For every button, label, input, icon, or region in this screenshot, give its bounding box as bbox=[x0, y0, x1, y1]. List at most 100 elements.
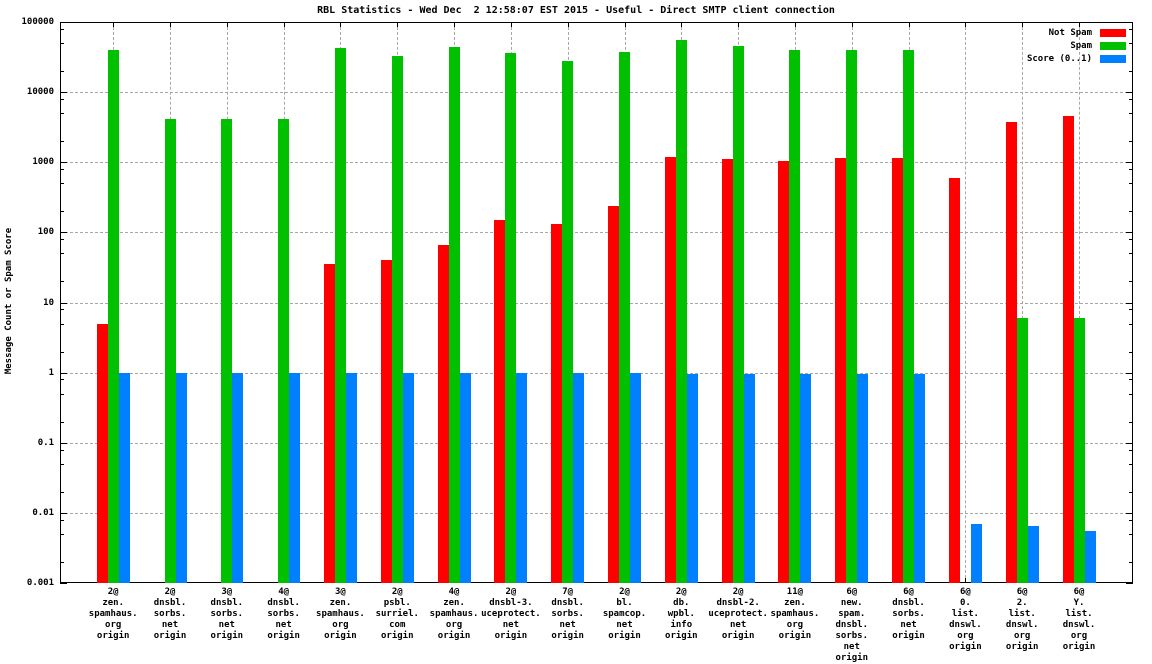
x-tick bbox=[397, 22, 399, 27]
legend-label-spam: Spam bbox=[1070, 41, 1092, 51]
bar-spam bbox=[675, 40, 687, 583]
y-tick-label: 100000 bbox=[21, 17, 54, 27]
h-gridline bbox=[60, 162, 1133, 164]
bar-score bbox=[232, 372, 244, 583]
x-tick bbox=[454, 22, 456, 27]
bar-score bbox=[516, 372, 528, 583]
y-minor-tick bbox=[1129, 43, 1133, 45]
x-tick bbox=[794, 22, 796, 27]
x-category-label: 2@ dnsbl. sorbs. net origin bbox=[153, 587, 187, 641]
bar-not-spam bbox=[494, 220, 506, 583]
x-tick bbox=[738, 22, 740, 27]
y-major-tick bbox=[1126, 232, 1133, 234]
x-tick bbox=[965, 22, 967, 27]
y-minor-tick bbox=[60, 561, 64, 563]
bar-score bbox=[970, 523, 982, 583]
y-minor-tick bbox=[60, 379, 64, 381]
y-minor-tick bbox=[1129, 449, 1133, 451]
bar-not-spam bbox=[1062, 115, 1074, 583]
y-minor-tick bbox=[60, 183, 64, 185]
y-minor-tick bbox=[1129, 533, 1133, 535]
rbl-statistics-chart: RBL Statistics - Wed Dec 2 12:58:07 EST … bbox=[0, 5, 1152, 663]
h-gridline bbox=[60, 302, 1133, 304]
x-category-label: 6@ Y. list. dnswl. org origin bbox=[1062, 587, 1096, 652]
h-gridline bbox=[60, 92, 1133, 94]
x-tick bbox=[113, 22, 115, 27]
v-gridline bbox=[1079, 22, 1080, 583]
y-minor-tick bbox=[1129, 113, 1133, 115]
bar-score bbox=[857, 374, 869, 583]
y-major-tick bbox=[60, 583, 67, 584]
v-gridline bbox=[1022, 22, 1024, 583]
bar-score bbox=[289, 372, 301, 583]
bar-not-spam bbox=[323, 264, 335, 583]
bar-score bbox=[686, 374, 698, 583]
x-tick bbox=[1079, 22, 1080, 27]
y-tick-label: 0.1 bbox=[37, 437, 54, 448]
y-minor-tick bbox=[60, 533, 64, 535]
legend-swatch-score bbox=[1100, 55, 1126, 63]
y-major-tick bbox=[60, 302, 67, 304]
y-minor-tick bbox=[60, 491, 64, 493]
x-tick bbox=[1022, 22, 1024, 27]
bar-score bbox=[345, 372, 357, 583]
bar-score bbox=[800, 374, 812, 583]
bar-not-spam bbox=[1005, 121, 1017, 583]
v-gridline bbox=[965, 22, 967, 583]
legend-swatch-not-spam bbox=[1100, 29, 1126, 37]
x-category-label: 11@ zen. spamhaus. org origin bbox=[770, 587, 820, 641]
bar-not-spam bbox=[892, 157, 904, 583]
y-major-tick bbox=[60, 162, 67, 164]
bar-score bbox=[573, 372, 585, 583]
y-major-tick bbox=[60, 232, 67, 234]
y-minor-tick bbox=[1129, 379, 1133, 381]
bar-not-spam bbox=[608, 205, 619, 583]
legend-item-score: Score (0..1) bbox=[0, 54, 1152, 64]
h-gridline bbox=[60, 232, 1133, 234]
x-category-label: 2@ dnsbl-3. uceprotect. net origin bbox=[481, 587, 541, 641]
bar-score bbox=[459, 372, 471, 583]
y-minor-tick bbox=[1129, 253, 1133, 255]
bar-not-spam bbox=[778, 160, 790, 583]
x-tick bbox=[226, 22, 228, 27]
y-minor-tick bbox=[60, 393, 64, 395]
y-minor-tick bbox=[60, 309, 64, 311]
y-minor-tick bbox=[60, 211, 64, 213]
y-major-tick bbox=[1126, 22, 1133, 23]
bar-spam bbox=[107, 49, 119, 583]
y-minor-tick bbox=[1129, 393, 1133, 395]
bar-not-spam bbox=[551, 224, 563, 583]
x-tick bbox=[681, 22, 683, 27]
bar-score bbox=[402, 372, 414, 583]
bar-spam bbox=[619, 52, 630, 583]
y-minor-tick bbox=[60, 98, 64, 100]
legend-item-not-spam: Not Spam bbox=[0, 28, 1152, 38]
x-category-label: 3@ dnsbl. sorbs. net origin bbox=[210, 587, 244, 641]
y-minor-tick bbox=[1129, 463, 1133, 465]
y-minor-tick bbox=[1129, 561, 1133, 563]
x-tick bbox=[283, 22, 285, 27]
y-tick-label: 1 bbox=[48, 367, 54, 378]
bar-not-spam bbox=[96, 323, 108, 583]
y-major-tick bbox=[1126, 583, 1133, 584]
bar-spam bbox=[448, 47, 460, 583]
x-tick bbox=[170, 22, 171, 27]
bar-score bbox=[175, 372, 187, 583]
x-category-label: 6@ 2. list. dnswl. org origin bbox=[1005, 587, 1039, 652]
y-major-tick bbox=[60, 442, 67, 444]
y-minor-tick bbox=[60, 43, 64, 45]
x-category-label: 6@ 0. list. dnswl. org origin bbox=[949, 587, 982, 652]
x-category-label: 2@ dnsbl-2. uceprotect. net origin bbox=[708, 587, 768, 641]
x-tick bbox=[567, 22, 569, 27]
y-tick-label: 10000 bbox=[26, 87, 54, 98]
bar-not-spam bbox=[948, 177, 960, 583]
y-minor-tick bbox=[1129, 491, 1133, 493]
bar-not-spam bbox=[721, 159, 733, 583]
bar-spam bbox=[1016, 318, 1028, 583]
x-category-label: 2@ db. wpbl. info origin bbox=[665, 587, 698, 641]
y-major-tick bbox=[1126, 302, 1133, 304]
y-minor-tick bbox=[60, 239, 64, 241]
y-minor-tick bbox=[1129, 421, 1133, 423]
y-major-tick bbox=[1126, 162, 1133, 164]
y-minor-tick bbox=[60, 449, 64, 451]
